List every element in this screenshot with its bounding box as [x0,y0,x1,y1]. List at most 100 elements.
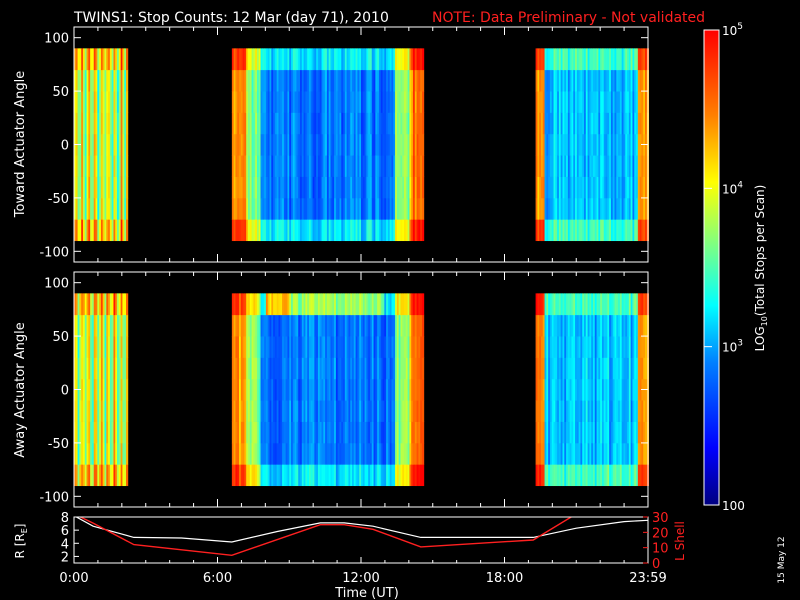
heatmap-cell [328,155,331,177]
heatmap-cell [375,48,378,71]
heatmap-cell [553,464,556,487]
heatmap-cell [300,378,303,401]
heatmap-cell [395,378,398,401]
heatmap-cell [580,400,583,422]
heatmap-cell [255,378,258,401]
heatmap-cell [562,357,565,380]
heatmap-cell [115,421,118,444]
heatmap-cell [81,176,84,199]
heatmap-cell [567,293,571,316]
heatmap-cell [273,176,276,199]
heatmap-cell [246,400,249,422]
heatmap-cell [353,293,357,316]
heatmap-cell [634,357,637,380]
x-tick-label: 0:00 [59,571,88,586]
heatmap-cell [557,219,560,242]
heatmap-cell [246,314,249,337]
heatmap-cell [555,378,558,401]
heatmap-cell [391,133,394,156]
heatmap-cell [264,112,267,135]
heatmap-cell [578,91,581,113]
heatmap-cell [549,176,553,199]
heatmap-cell [95,112,98,135]
heatmap-cell [90,314,93,337]
heatmap-cell [589,197,592,220]
heatmap-cell [242,91,245,113]
heatmap-cell [560,69,563,92]
heatmap-cell [317,48,321,71]
heatmap-cell [310,155,313,177]
heatmap-cell [321,293,324,316]
heatmap-cell [553,219,556,242]
heatmap-cell [319,48,322,71]
heatmap-cell [339,219,342,242]
heatmap-cell [93,421,96,444]
heatmap-cell [378,91,382,113]
heatmap-cell [111,421,114,444]
heatmap-cell [551,314,554,337]
heatmap-cell [308,442,312,465]
heatmap-cell [124,197,127,220]
heatmap-cell [369,357,373,380]
heatmap-cell [77,421,80,444]
heatmap-cell [549,314,553,337]
heatmap-cell [420,464,423,487]
heatmap-cell [120,293,123,316]
heatmap-cell [630,91,633,113]
heatmap-cell [569,378,572,401]
heatmap-cell [84,293,87,316]
heatmap-cell [573,48,576,71]
heatmap-cell [585,112,589,135]
heatmap-cell [612,464,615,487]
heatmap-cell [74,442,77,465]
heatmap-cell [260,155,263,177]
heatmap-cell [625,336,628,358]
heatmap-cell [86,400,89,422]
heatmap-cell [584,421,587,444]
heatmap-cell [247,357,251,380]
heatmap-cell [334,357,337,380]
heatmap-cell [126,133,129,156]
heatmap-cell [585,336,589,358]
heatmap-cell [409,357,412,380]
heatmap-cell [601,112,605,135]
heatmap-cell [539,48,542,71]
heatmap-cell [323,421,326,444]
heatmap-cell [100,336,104,358]
heatmap-cell [97,421,100,444]
heatmap-cell [111,69,114,92]
heatmap-cell [400,48,403,71]
heatmap-cell [291,197,294,220]
heatmap-cell [378,464,382,487]
heatmap-cell [589,400,592,422]
heatmap-cell [262,48,265,71]
heatmap-cell [413,314,416,337]
heatmap-cell [352,421,355,444]
heatmap-cell [303,357,306,380]
heatmap-cell [305,69,308,92]
heatmap-cell [368,219,371,242]
heatmap-cell [305,197,308,220]
heatmap-cell [610,400,614,422]
heatmap-cell [312,112,315,135]
heatmap-cell [278,112,281,135]
heatmap-cell [294,176,297,199]
heatmap-cell [393,421,396,444]
heatmap-cell [628,336,632,358]
heatmap-cell [560,91,563,113]
y2-tick-label: 0 [652,557,660,572]
heatmap-cell [240,442,244,465]
heatmap-cell [332,197,335,220]
heatmap-cell [242,197,245,220]
heatmap-cell [391,421,394,444]
heatmap-cell [580,133,583,156]
heatmap-cell [328,357,331,380]
heatmap-cell [298,91,301,113]
heatmap-cell [90,400,93,422]
heatmap-cell [307,155,310,177]
heatmap-cell [420,91,423,113]
heatmap-cell [91,400,95,422]
heatmap-cell [546,293,549,316]
heatmap-cell [546,69,549,92]
heatmap-cell [298,155,301,177]
